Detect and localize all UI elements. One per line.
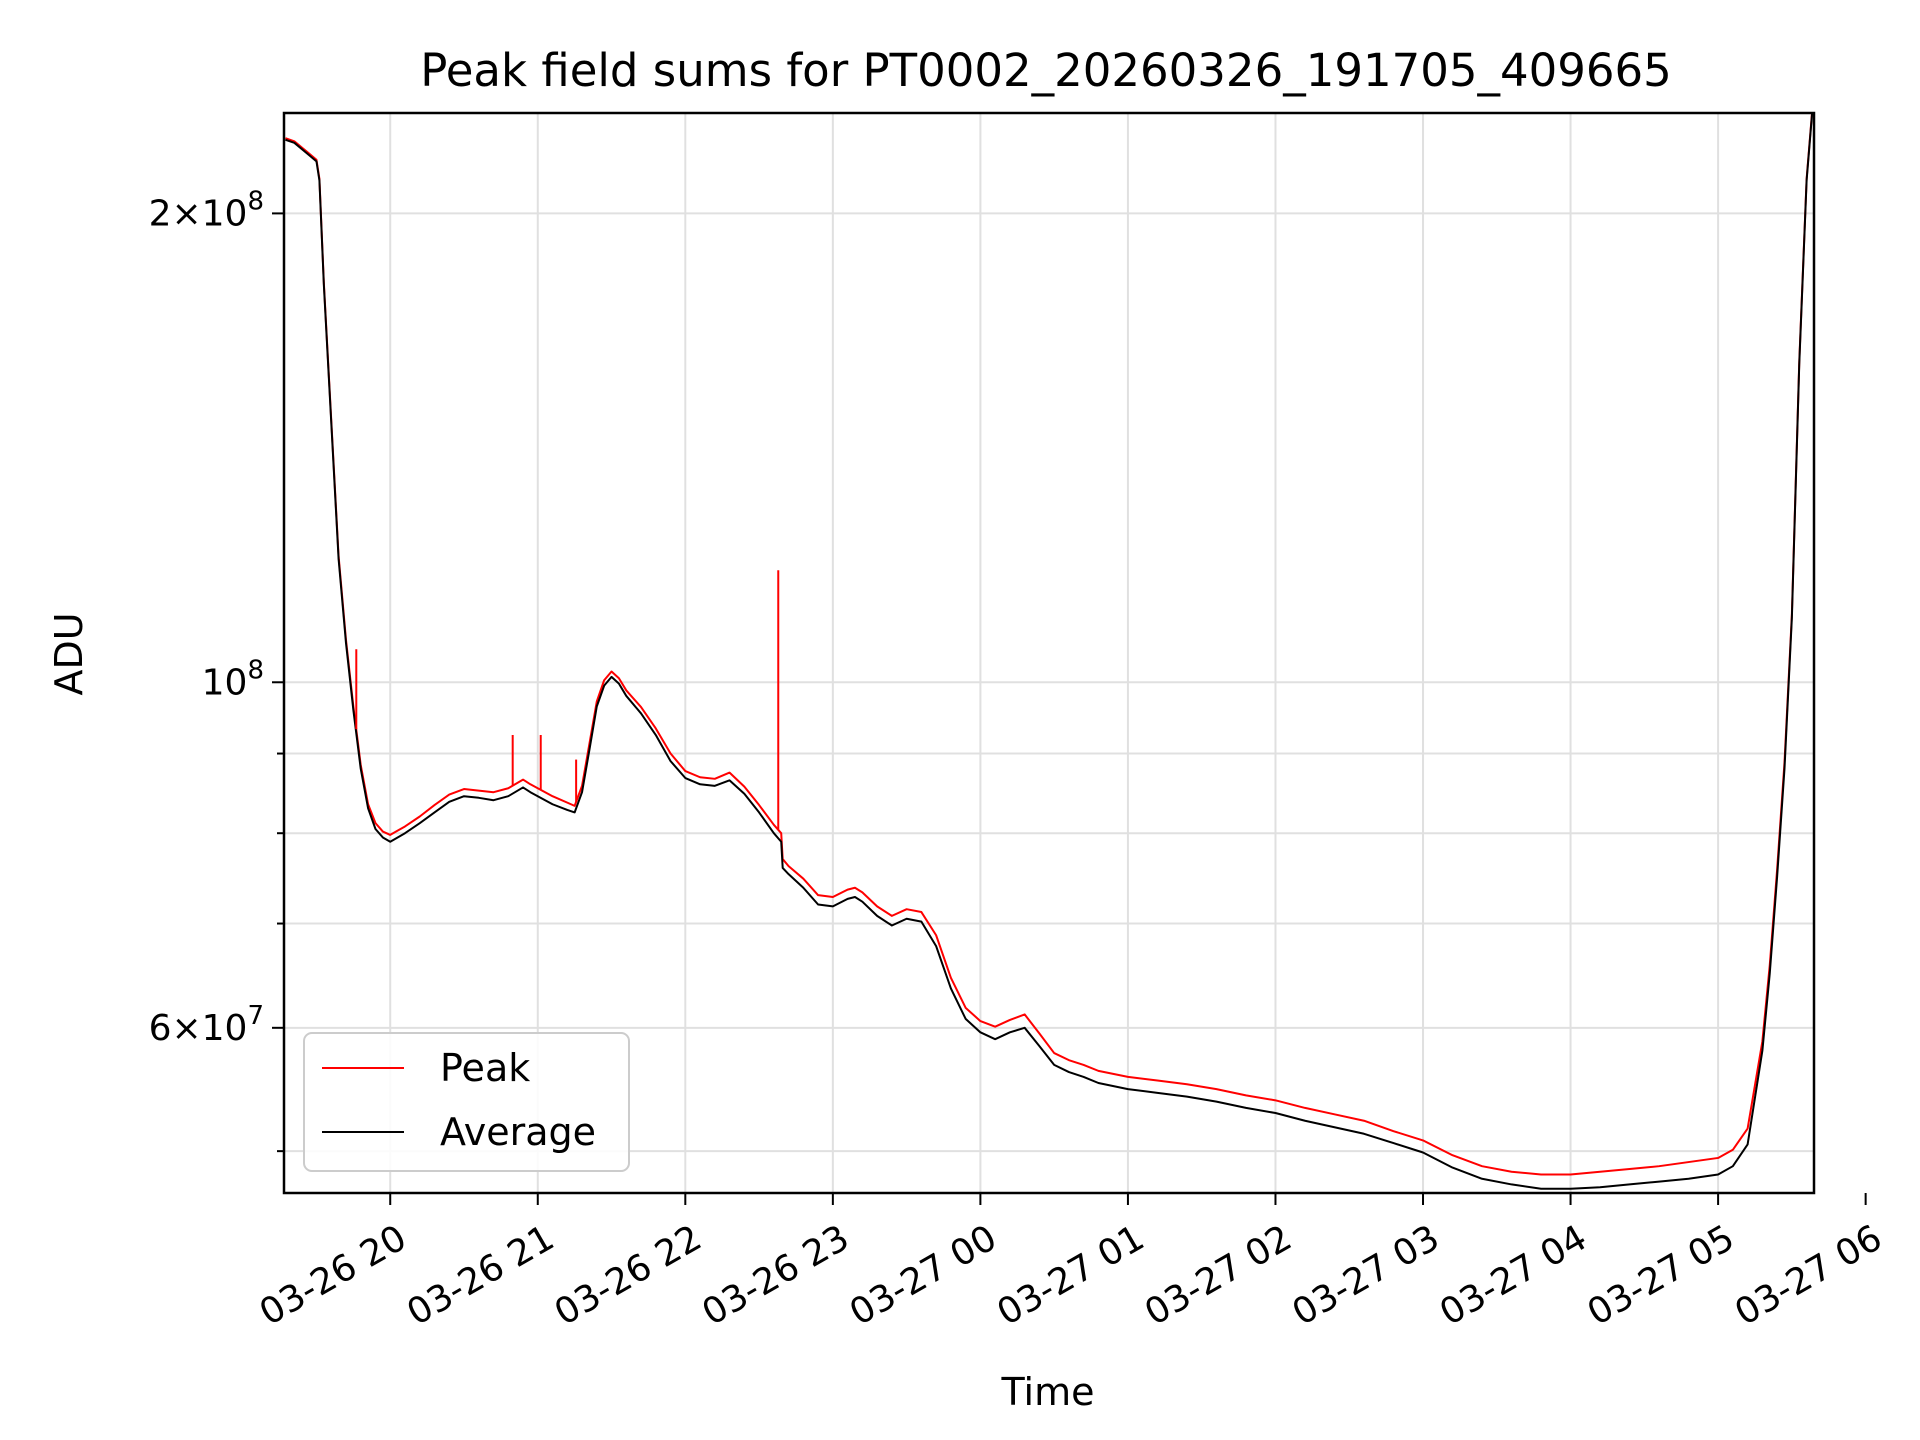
y-tick-label-0: 6×107	[149, 1001, 264, 1049]
grid	[284, 113, 1814, 1193]
y-axis-label: ADU	[47, 612, 91, 695]
plot-frame	[282, 111, 1816, 1195]
legend: Peak Average	[303, 1032, 630, 1172]
x-axis-label: Time	[1001, 1370, 1095, 1414]
legend-peak-label: Peak	[440, 1046, 530, 1090]
y-tick-label-1: 108	[202, 655, 264, 703]
series-average-line	[285, 113, 1814, 1190]
series-peak-line	[285, 113, 1814, 1176]
series-layer	[285, 113, 1814, 1190]
y-axis: 6×107 108 2×108	[149, 186, 284, 1153]
legend-average-label: Average	[440, 1110, 596, 1154]
chart-title: Peak field sums for PT0002_20260326_1917…	[420, 44, 1672, 97]
y-tick-label-2: 2×108	[149, 186, 264, 234]
